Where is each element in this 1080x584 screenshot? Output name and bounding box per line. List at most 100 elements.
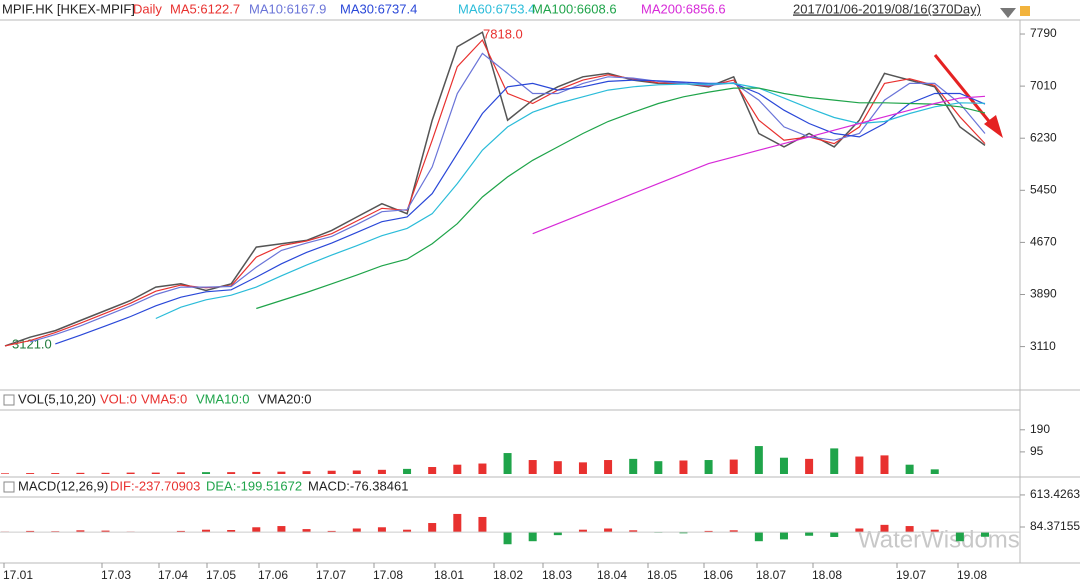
bar [604,460,613,474]
y-tick-label: 190 [1030,422,1050,436]
bar [830,532,839,537]
bar [578,529,587,533]
bar [629,530,638,533]
x-tick-label: 18.04 [597,568,627,582]
x-tick-label: 17.07 [316,568,346,582]
bar [880,455,889,474]
bar [930,469,939,474]
y-tick-label: 5450 [1030,182,1057,196]
line [155,82,986,320]
bar [654,461,663,474]
bar [101,472,110,474]
bar [453,464,462,474]
bar [679,460,688,474]
legend-entry: MA5:6122.7 [170,1,240,16]
x-tick-label: 18.03 [542,568,572,582]
bar [453,513,462,533]
date-range[interactable]: 2017/01/06-2019/08/16(370Day) [793,1,981,16]
bar [604,528,613,533]
legend-entry: DIF:-237.70903 [110,478,200,493]
line [29,52,986,343]
y-tick-label: 7790 [1030,26,1057,40]
x-tick-label: 18.05 [647,568,677,582]
x-tick-label: 18.01 [434,568,464,582]
icon [3,394,15,406]
bar [478,516,487,533]
x-tick-label: 17.06 [258,568,288,582]
bar [377,469,386,474]
bar [754,532,763,542]
x-tick-label: 18.02 [493,568,523,582]
x-tick-label: 19.07 [896,568,926,582]
bar [176,530,185,533]
y-tick-label: 84.37155 [1030,519,1080,533]
bar [729,530,738,533]
y-tick-label: 3890 [1030,287,1057,301]
y-tick-label: 95 [1030,444,1044,458]
y-tick-label: 613.4263 [1030,487,1080,501]
bar [252,471,261,474]
bar [403,468,412,474]
bar [428,523,437,533]
bar [202,529,211,533]
legend-entry: VOL:0 [100,391,137,406]
bar [377,527,386,533]
bar [503,532,512,545]
bar [302,529,311,533]
bar [528,460,537,474]
bar [403,529,412,533]
legend-entry: VMA10:0 [196,391,249,406]
x-tick-label: 19.08 [957,568,987,582]
x-tick-label: 18.08 [812,568,842,582]
bar [352,528,361,533]
icon [1020,6,1030,16]
line [532,95,986,235]
bar [76,530,85,533]
bar [151,472,160,474]
x-tick-label: 17.04 [158,568,188,582]
panel-title: VOL(5,10,20) [18,391,96,406]
bar [76,472,85,474]
bar [51,473,60,474]
bar [478,463,487,474]
bar [277,471,286,474]
bar [26,473,35,474]
min-annotation: 3121.0 [12,336,52,351]
bar [327,470,336,474]
bar [227,472,236,474]
bar [327,530,336,533]
y-tick-label: 3110 [1030,339,1056,353]
bar [1,473,9,474]
bar [779,457,788,474]
bar [578,462,587,474]
bar [855,528,864,533]
bar [679,532,688,534]
bar [352,470,361,474]
bar [302,471,311,474]
bar [805,532,814,536]
period: Daily [133,1,162,16]
bar [729,459,738,474]
y-tick-label: 7010 [1030,78,1057,92]
x-tick-label: 17.03 [101,568,131,582]
bar [704,460,713,474]
legend-entry: MA30:6737.4 [340,1,417,16]
legend-entry: MA60:6753.4 [458,1,535,16]
max-annotation: 7818.0 [483,26,523,41]
dropdown-icon[interactable] [1000,8,1016,18]
x-tick-label: 17.05 [206,568,236,582]
bar [905,526,914,533]
bar [553,461,562,474]
bar [905,464,914,474]
x-tick-label: 17.01 [3,568,33,582]
bar [629,458,638,474]
bar [202,472,211,474]
arrow-head [984,115,1003,138]
bar [930,529,939,533]
bar [553,532,562,536]
bar [880,524,889,533]
bar [855,456,864,474]
bar [227,530,236,533]
legend-entry: VMA20:0 [258,391,311,406]
